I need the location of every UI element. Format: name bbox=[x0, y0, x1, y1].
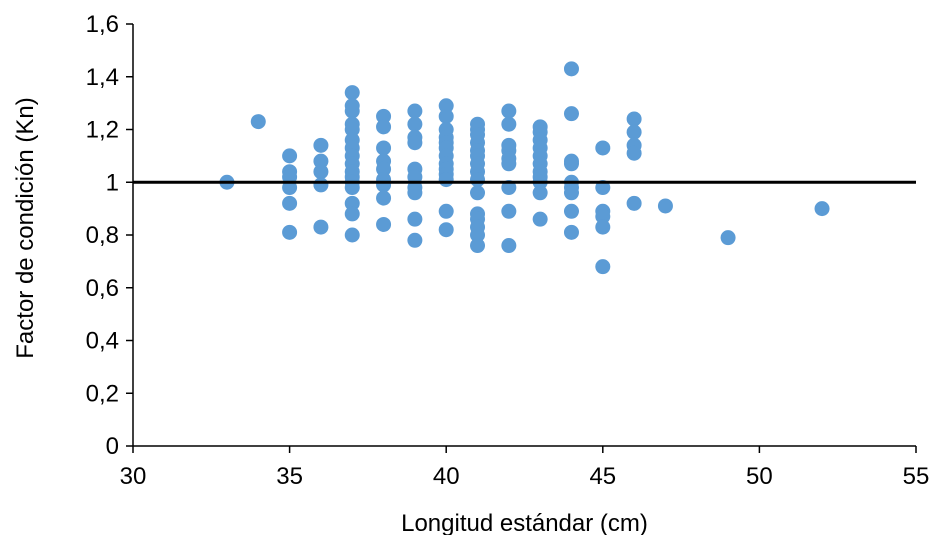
scatter-point bbox=[376, 119, 392, 135]
scatter-point bbox=[313, 219, 329, 235]
scatter-point bbox=[657, 198, 673, 214]
scatter-point bbox=[563, 203, 579, 219]
y-tick-label: 0,8 bbox=[86, 222, 119, 249]
scatter-point bbox=[563, 61, 579, 77]
y-tick-label: 1 bbox=[106, 169, 119, 196]
x-tick-label: 40 bbox=[433, 463, 460, 490]
scatter-point bbox=[344, 122, 360, 137]
scatter-point bbox=[376, 161, 392, 177]
x-tick-label: 35 bbox=[276, 463, 303, 490]
scatter-point bbox=[313, 164, 329, 180]
scatter-point bbox=[532, 211, 548, 227]
scatter-point bbox=[282, 180, 298, 196]
scatter-point bbox=[595, 219, 611, 235]
scatter-point bbox=[563, 106, 579, 122]
scatter-point bbox=[407, 169, 423, 185]
scatter-point bbox=[470, 238, 486, 254]
scatter-point bbox=[501, 103, 517, 119]
scatter-point bbox=[438, 108, 454, 124]
scatter-point bbox=[407, 135, 423, 151]
scatter-point bbox=[595, 140, 611, 156]
scatter-point bbox=[501, 180, 517, 196]
scatter-point bbox=[595, 209, 611, 225]
scatter-point bbox=[313, 137, 329, 153]
scatter-point bbox=[407, 211, 423, 227]
scatter-point bbox=[376, 216, 392, 232]
y-tick-label: 1,2 bbox=[86, 117, 119, 144]
x-tick-label: 55 bbox=[903, 463, 930, 490]
data-points bbox=[219, 61, 830, 275]
scatter-point bbox=[438, 98, 454, 114]
x-tick-label: 50 bbox=[746, 463, 773, 490]
scatter-point bbox=[407, 116, 423, 132]
scatter-point bbox=[470, 227, 486, 243]
x-axis-title: Longitud estándar (cm) bbox=[401, 510, 648, 535]
scatter-point bbox=[563, 156, 579, 172]
scatter-point bbox=[376, 190, 392, 206]
scatter-point bbox=[407, 185, 423, 201]
scatter-point bbox=[626, 111, 642, 127]
scatter-point bbox=[438, 172, 454, 188]
scatter-point bbox=[626, 124, 642, 140]
y-tick-label: 1,6 bbox=[86, 11, 119, 38]
scatter-point bbox=[501, 203, 517, 219]
x-tick-label: 30 bbox=[120, 463, 147, 490]
scatter-point bbox=[438, 203, 454, 219]
scatter-point bbox=[376, 108, 392, 124]
scatter-point bbox=[250, 114, 266, 130]
scatter-point bbox=[313, 177, 329, 193]
scatter-point bbox=[532, 185, 548, 201]
scatter-point bbox=[563, 224, 579, 240]
scatter-point bbox=[720, 230, 736, 246]
scatter-point bbox=[282, 195, 298, 211]
scatter-point bbox=[501, 238, 517, 254]
scatter-point bbox=[376, 140, 392, 156]
scatter-point bbox=[282, 224, 298, 240]
scatter-point bbox=[282, 169, 298, 185]
x-tick-labels: 30 35 40 45 50 55 bbox=[120, 446, 930, 490]
y-tick-labels: 0 0,2 0,4 0,6 0,8 1 1,2 1,4 1,6 bbox=[86, 11, 133, 460]
scatter-point bbox=[563, 185, 579, 201]
scatter-point bbox=[595, 180, 611, 196]
scatter-point bbox=[376, 177, 392, 193]
scatter-point bbox=[344, 103, 360, 119]
scatter-point bbox=[470, 172, 486, 188]
scatter-point bbox=[344, 85, 360, 101]
scatter-point bbox=[595, 259, 611, 275]
scatter-point bbox=[282, 148, 298, 164]
y-tick-label: 0,6 bbox=[86, 275, 119, 302]
y-tick-label: 0,2 bbox=[86, 380, 119, 407]
scatter-point bbox=[501, 156, 517, 172]
scatter-point bbox=[313, 153, 329, 169]
scatter-point bbox=[344, 180, 360, 196]
scatter-point bbox=[470, 185, 486, 201]
y-tick-label: 0 bbox=[106, 433, 119, 460]
scatter-point bbox=[814, 201, 830, 217]
scatter-point bbox=[344, 195, 360, 211]
scatter-point bbox=[626, 195, 642, 211]
scatter-point bbox=[626, 145, 642, 161]
axes bbox=[132, 24, 916, 447]
scatter-point bbox=[438, 222, 454, 238]
scatter-point bbox=[407, 232, 423, 248]
x-tick-label: 45 bbox=[589, 463, 616, 490]
y-axis-title: Factor de condición (Kn) bbox=[12, 97, 39, 358]
scatter-point bbox=[344, 227, 360, 243]
scatter-point bbox=[344, 206, 360, 222]
scatter-point bbox=[407, 103, 423, 119]
y-tick-label: 0,4 bbox=[86, 328, 119, 355]
scatter-point bbox=[501, 116, 517, 132]
y-tick-label: 1,4 bbox=[86, 64, 119, 91]
